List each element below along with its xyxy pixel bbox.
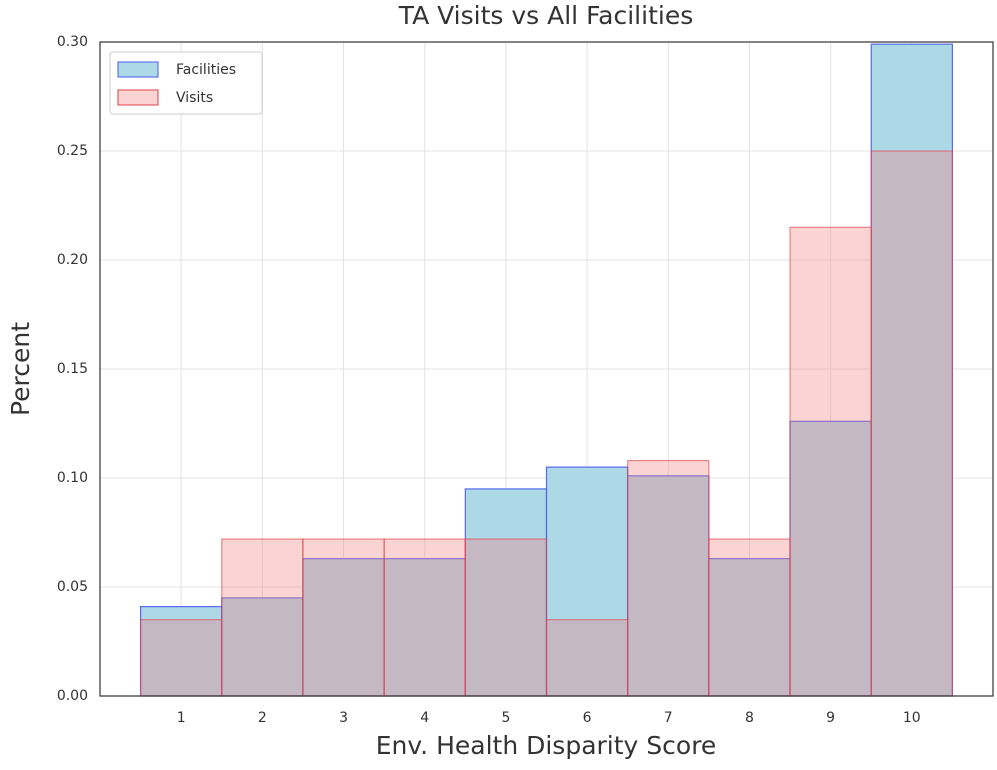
x-tick-label: 7 [664, 710, 673, 726]
bar [708, 538, 791, 697]
y-tick-label: 0.30 [57, 34, 88, 50]
x-tick-label: 4 [420, 710, 429, 726]
legend-swatch [117, 61, 159, 78]
chart-title: TA Visits vs All Facilities [398, 1, 693, 30]
y-tick-label: 0.10 [57, 470, 88, 486]
y-axis-label: Percent [6, 322, 35, 416]
legend-label: Visits [176, 90, 213, 106]
bar [139, 619, 223, 697]
x-tick-label: 3 [339, 710, 348, 726]
x-tick-label: 2 [258, 710, 267, 726]
x-tick-label: 8 [745, 710, 754, 726]
x-tick-label: 1 [177, 710, 186, 726]
y-tick-label: 0.15 [57, 361, 88, 377]
x-tick-label: 10 [903, 710, 921, 726]
bar [870, 150, 954, 697]
bar [789, 420, 872, 697]
bar [383, 538, 466, 697]
bar [464, 538, 548, 697]
x-tick-label: 9 [826, 710, 835, 726]
bar [627, 475, 710, 697]
bar [627, 459, 710, 697]
legend-swatch [117, 89, 159, 106]
x-axis-label: Env. Health Disparity Score [376, 731, 717, 760]
bar [545, 466, 629, 697]
y-tick-label: 0.25 [57, 143, 88, 159]
y-tick-label: 0.05 [57, 579, 88, 595]
bar [221, 538, 304, 697]
bar [789, 226, 872, 697]
plot-frame [99, 41, 994, 697]
x-tick-label: 6 [583, 710, 592, 726]
bar [545, 619, 629, 697]
x-tick-label: 5 [501, 710, 510, 726]
y-tick-label: 0.00 [57, 688, 88, 704]
y-tick-label: 0.20 [57, 252, 88, 268]
bar [302, 538, 385, 697]
legend-label: Facilities [176, 62, 236, 78]
